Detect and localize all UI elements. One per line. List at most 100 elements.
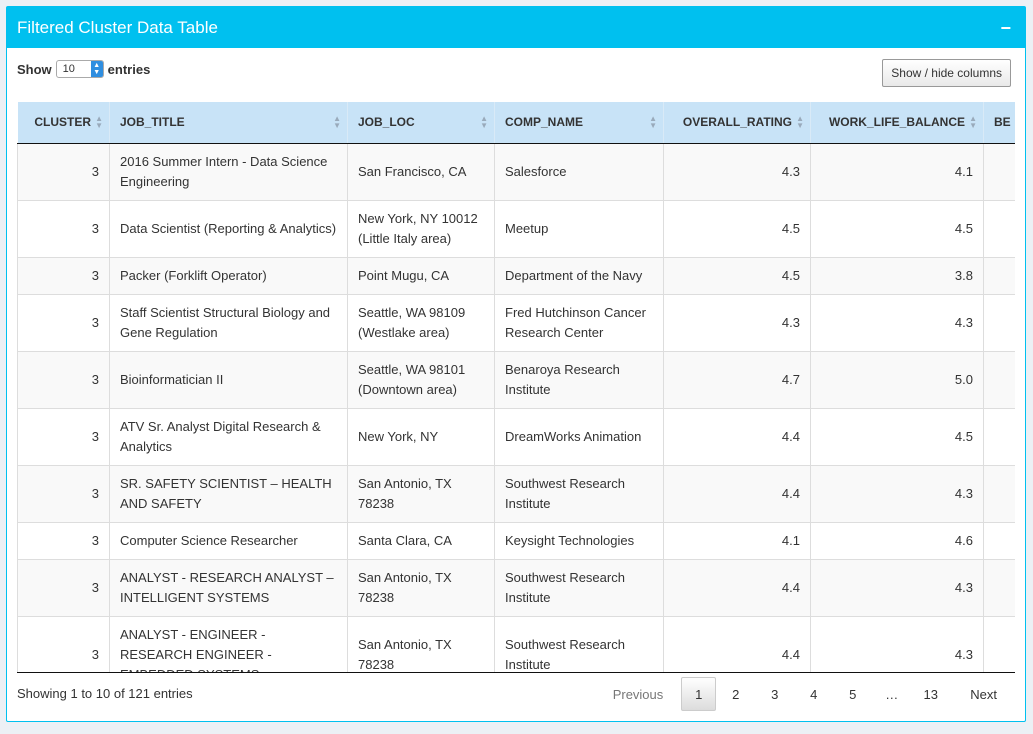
table-row[interactable]: 3 Staff Scientist Structural Biology and … (17, 294, 1015, 352)
cell-cluster: 3 (17, 351, 110, 409)
cell-comp-name: Fred Hutchinson Cancer Research Center (494, 294, 664, 352)
cell-work-life-balance: 4.3 (810, 616, 984, 673)
cell-comp-name: Benaroya Research Institute (494, 351, 664, 409)
column-header-label: COMP_NAME (505, 115, 584, 130)
cell-cluster: 3 (17, 465, 110, 523)
cell-comp-name: Salesforce (494, 143, 664, 201)
cell-job-loc: San Francisco, CA (347, 143, 495, 201)
page-button-5[interactable]: 5 (849, 686, 857, 702)
cell-be (983, 559, 1015, 617)
table-row[interactable]: 3 Computer Science Researcher Santa Clara,… (17, 522, 1015, 560)
column-header-label: JOB_LOC (358, 115, 415, 130)
table-row[interactable]: 3 Data Scientist (Reporting & Analytics) N… (17, 200, 1015, 258)
page-button-4[interactable]: 4 (810, 686, 818, 702)
cell-cluster: 3 (17, 143, 110, 201)
cell-be (983, 351, 1015, 409)
cell-cluster: 3 (17, 408, 110, 466)
cell-job-title: Packer (Forklift Operator) (109, 257, 348, 295)
sort-icon: ▲ ▼ (480, 114, 488, 130)
cell-overall-rating: 4.4 (663, 465, 811, 523)
table-row[interactable]: 3 ATV Sr. Analyst Digital Research & Anal… (17, 408, 1015, 466)
data-table: CLUSTER ▲ ▼ JOB_TITLE ▲ ▼ JOB_LOC ▲ ▼ COMP_NAME ▲ ▼… (17, 102, 1015, 673)
cell-overall-rating: 4.7 (663, 351, 811, 409)
cell-job-title: SR. SAFETY SCIENTIST – HEALTH AND SAFETY (109, 465, 348, 523)
cell-overall-rating: 4.5 (663, 200, 811, 258)
cell-comp-name: Southwest Research Institute (494, 465, 664, 523)
page-button-2[interactable]: 2 (732, 686, 740, 702)
table-row[interactable]: 3 Bioinformatician II Seattle, WA 98101 (D… (17, 351, 1015, 409)
table-row[interactable]: 3 Packer (Forklift Operator) Point Mugu, C… (17, 257, 1015, 295)
page-button-1[interactable]: 1 (681, 677, 717, 711)
cell-comp-name: DreamWorks Animation (494, 408, 664, 466)
cell-job-loc: Santa Clara, CA (347, 522, 495, 560)
cell-comp-name: Southwest Research Institute (494, 616, 664, 673)
next-page-button[interactable]: Next (970, 686, 997, 702)
cell-work-life-balance: 4.3 (810, 294, 984, 352)
cell-job-title: Computer Science Researcher (109, 522, 348, 560)
cell-work-life-balance: 4.3 (810, 559, 984, 617)
pagination-ellipsis: … (885, 686, 899, 702)
cell-job-title: Bioinformatician II (109, 351, 348, 409)
cell-job-loc: Seattle, WA 98101 (Downtown area) (347, 351, 495, 409)
entries-length-control: Show 10 ▲ ▼ entries (17, 60, 150, 78)
panel-title: Filtered Cluster Data Table (17, 17, 218, 37)
cell-job-loc: New York, NY 10012 (Little Italy area) (347, 200, 495, 258)
column-header-overall-rating[interactable]: OVERALL_RATING ▲ ▼ (663, 102, 811, 144)
cell-comp-name: Meetup (494, 200, 664, 258)
cell-job-title: 2016 Summer Intern - Data Science Engine… (109, 143, 348, 201)
cell-job-title: ANALYST - ENGINEER - RESEARCH ENGINEER -… (109, 616, 348, 673)
data-table-scroll[interactable]: CLUSTER ▲ ▼ JOB_TITLE ▲ ▼ JOB_LOC ▲ ▼ COMP_NAME ▲ ▼… (17, 102, 1015, 673)
sort-icon: ▲ ▼ (796, 114, 804, 130)
page-button-3[interactable]: 3 (771, 686, 779, 702)
cell-comp-name: Department of the Navy (494, 257, 664, 295)
cell-be (983, 294, 1015, 352)
column-header-label: JOB_TITLE (120, 115, 185, 130)
cell-be (983, 465, 1015, 523)
cell-job-loc: San Antonio, TX 78238 (347, 559, 495, 617)
cell-be (983, 408, 1015, 466)
cell-be (983, 616, 1015, 673)
cell-work-life-balance: 4.5 (810, 408, 984, 466)
cell-job-title: ANALYST - RESEARCH ANALYST – INTELLIGENT… (109, 559, 348, 617)
collapse-icon[interactable]: − (1000, 17, 1011, 38)
cell-comp-name: Southwest Research Institute (494, 559, 664, 617)
column-header-label: BE (994, 115, 1011, 130)
column-header-job-title[interactable]: JOB_TITLE ▲ ▼ (109, 102, 348, 144)
cell-overall-rating: 4.5 (663, 257, 811, 295)
entries-select-value: 10 (62, 63, 75, 75)
cell-overall-rating: 4.4 (663, 559, 811, 617)
table-info: Showing 1 to 10 of 121 entries (17, 686, 193, 701)
entries-select[interactable]: 10 ▲ ▼ (55, 60, 104, 78)
page-button-13[interactable]: 13 (923, 686, 938, 702)
table-row[interactable]: 3 ANALYST - RESEARCH ANALYST – INTELLIGEN… (17, 559, 1015, 617)
previous-page-button[interactable]: Previous (612, 686, 664, 702)
cell-job-loc: New York, NY (347, 408, 495, 466)
sort-icon: ▲ ▼ (969, 114, 977, 130)
cell-cluster: 3 (17, 559, 110, 617)
cell-work-life-balance: 5.0 (810, 351, 984, 409)
cell-overall-rating: 4.4 (663, 616, 811, 673)
table-row[interactable]: 3 ANALYST - ENGINEER - RESEARCH ENGINEER … (17, 616, 1015, 673)
cell-job-loc: San Antonio, TX 78238 (347, 616, 495, 673)
column-header-label: OVERALL_RATING (682, 115, 792, 130)
sort-icon: ▲ ▼ (333, 114, 341, 130)
cell-job-loc: Point Mugu, CA (347, 257, 495, 295)
column-header-be[interactable]: BE (983, 102, 1015, 144)
cell-be (983, 200, 1015, 258)
column-header-label: WORK_LIFE_BALANCE (828, 115, 965, 130)
show-hide-columns-button[interactable]: Show / hide columns (882, 59, 1011, 87)
column-header-work-life-balance[interactable]: WORK_LIFE_BALANCE ▲ ▼ (810, 102, 984, 144)
cell-overall-rating: 4.1 (663, 522, 811, 560)
cell-comp-name: Keysight Technologies (494, 522, 664, 560)
panel-header: Filtered Cluster Data Table − (7, 7, 1025, 48)
cell-cluster: 3 (17, 616, 110, 673)
table-bottom-border (17, 672, 1015, 673)
cell-cluster: 3 (17, 257, 110, 295)
sort-icon: ▲ ▼ (95, 114, 103, 130)
column-header-cluster[interactable]: CLUSTER ▲ ▼ (17, 102, 110, 144)
table-row[interactable]: 3 2016 Summer Intern - Data Science Engin… (17, 143, 1015, 201)
column-header-comp-name[interactable]: COMP_NAME ▲ ▼ (494, 102, 664, 144)
table-row[interactable]: 3 SR. SAFETY SCIENTIST – HEALTH AND SAFET… (17, 465, 1015, 523)
column-header-job-loc[interactable]: JOB_LOC ▲ ▼ (347, 102, 495, 144)
cell-work-life-balance: 3.8 (810, 257, 984, 295)
